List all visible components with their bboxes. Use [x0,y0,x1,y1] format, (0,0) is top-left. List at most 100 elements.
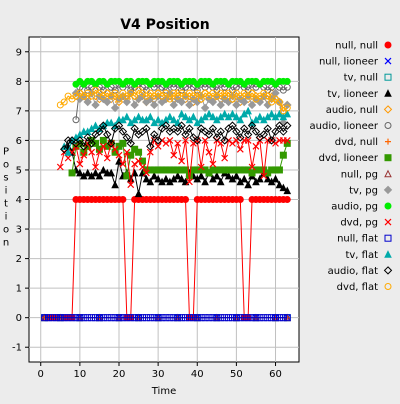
data-point [275,180,284,189]
data-point [252,314,260,322]
data-point [95,314,103,322]
data-point [185,314,193,322]
data-point [63,136,73,145]
data-point [126,139,135,148]
legend-label: audio, pg [331,202,378,213]
data-point [283,186,292,195]
data-point [279,151,287,159]
data-point [384,169,392,178]
legend-label: dvd, pg [340,218,378,229]
data-point [384,234,392,242]
data-point [173,171,182,180]
data-point [181,112,190,121]
data-point [283,104,291,112]
data-point [384,122,392,129]
y-tick-label: 5 [16,165,22,176]
data-point [383,266,393,275]
data-point [182,136,189,144]
data-point [119,314,127,322]
data-point [267,136,276,145]
x-tick-label: 60 [269,369,282,380]
data-point [139,163,146,171]
data-point [247,100,257,110]
legend-label: tv, null [344,73,378,84]
legend-item: null, flat [337,234,392,245]
legend-item: dvd, lioneer [319,153,392,164]
data-point [103,130,112,139]
data-point [154,115,162,124]
data-point [189,314,197,322]
legend-item: tv, null [344,73,392,84]
data-point [229,139,236,147]
data-point [88,148,96,156]
data-point [99,136,107,144]
data-point [189,112,198,121]
data-point [240,174,249,183]
data-point [91,168,100,177]
data-point [64,314,72,322]
data-point [111,145,119,153]
data-point [205,109,213,118]
data-point [158,314,166,322]
x-tick-label: 50 [230,369,243,380]
data-point [123,314,131,322]
data-point [228,109,237,118]
data-point [232,127,241,136]
data-point [275,121,284,130]
data-point [232,314,240,322]
series-layer [40,77,292,322]
data-point [123,112,131,121]
data-point [72,116,80,124]
data-point [134,112,143,121]
x-tick-label: 10 [74,369,87,380]
data-point [193,89,201,97]
data-point [256,314,264,322]
data-point [197,314,205,322]
data-point [186,178,193,186]
data-point [384,57,392,65]
data-point [283,314,291,322]
legend-label: null, null [335,41,378,52]
data-point [173,127,182,136]
data-point [131,92,139,100]
data-point [213,171,221,180]
y-tick-label: 3 [16,225,22,236]
data-point [122,133,132,142]
data-point [272,314,280,322]
data-point [162,314,170,322]
data-point [174,314,182,322]
data-point [41,314,49,322]
data-point [72,314,80,322]
data-point [91,100,100,110]
data-point [225,89,233,97]
data-point [83,133,92,142]
data-point [154,314,162,322]
data-point [260,314,268,322]
data-point [118,127,128,136]
data-point [384,154,392,162]
data-point [185,124,194,133]
data-point [99,142,107,150]
data-point [60,98,68,106]
data-point [169,100,178,110]
data-point [271,88,280,98]
data-point [115,151,123,159]
data-point [384,41,392,49]
data-point [122,97,132,107]
data-point [200,103,210,113]
y-tick-label: 6 [16,136,22,147]
data-point [240,124,249,133]
data-point [115,95,123,103]
x-tick-label: 40 [191,369,204,380]
data-point [236,196,244,203]
data-point [142,169,150,177]
data-point [236,133,245,142]
data-point [232,100,241,110]
tick-labels: 0 10 20 30 40 50 60 -1 0 1 2 3 4 5 6 7 8 9 [12,47,282,380]
data-point [154,142,162,150]
chart-title: V4 Position [120,17,210,33]
data-point [96,148,103,156]
data-point [256,112,264,121]
data-point [384,218,392,226]
